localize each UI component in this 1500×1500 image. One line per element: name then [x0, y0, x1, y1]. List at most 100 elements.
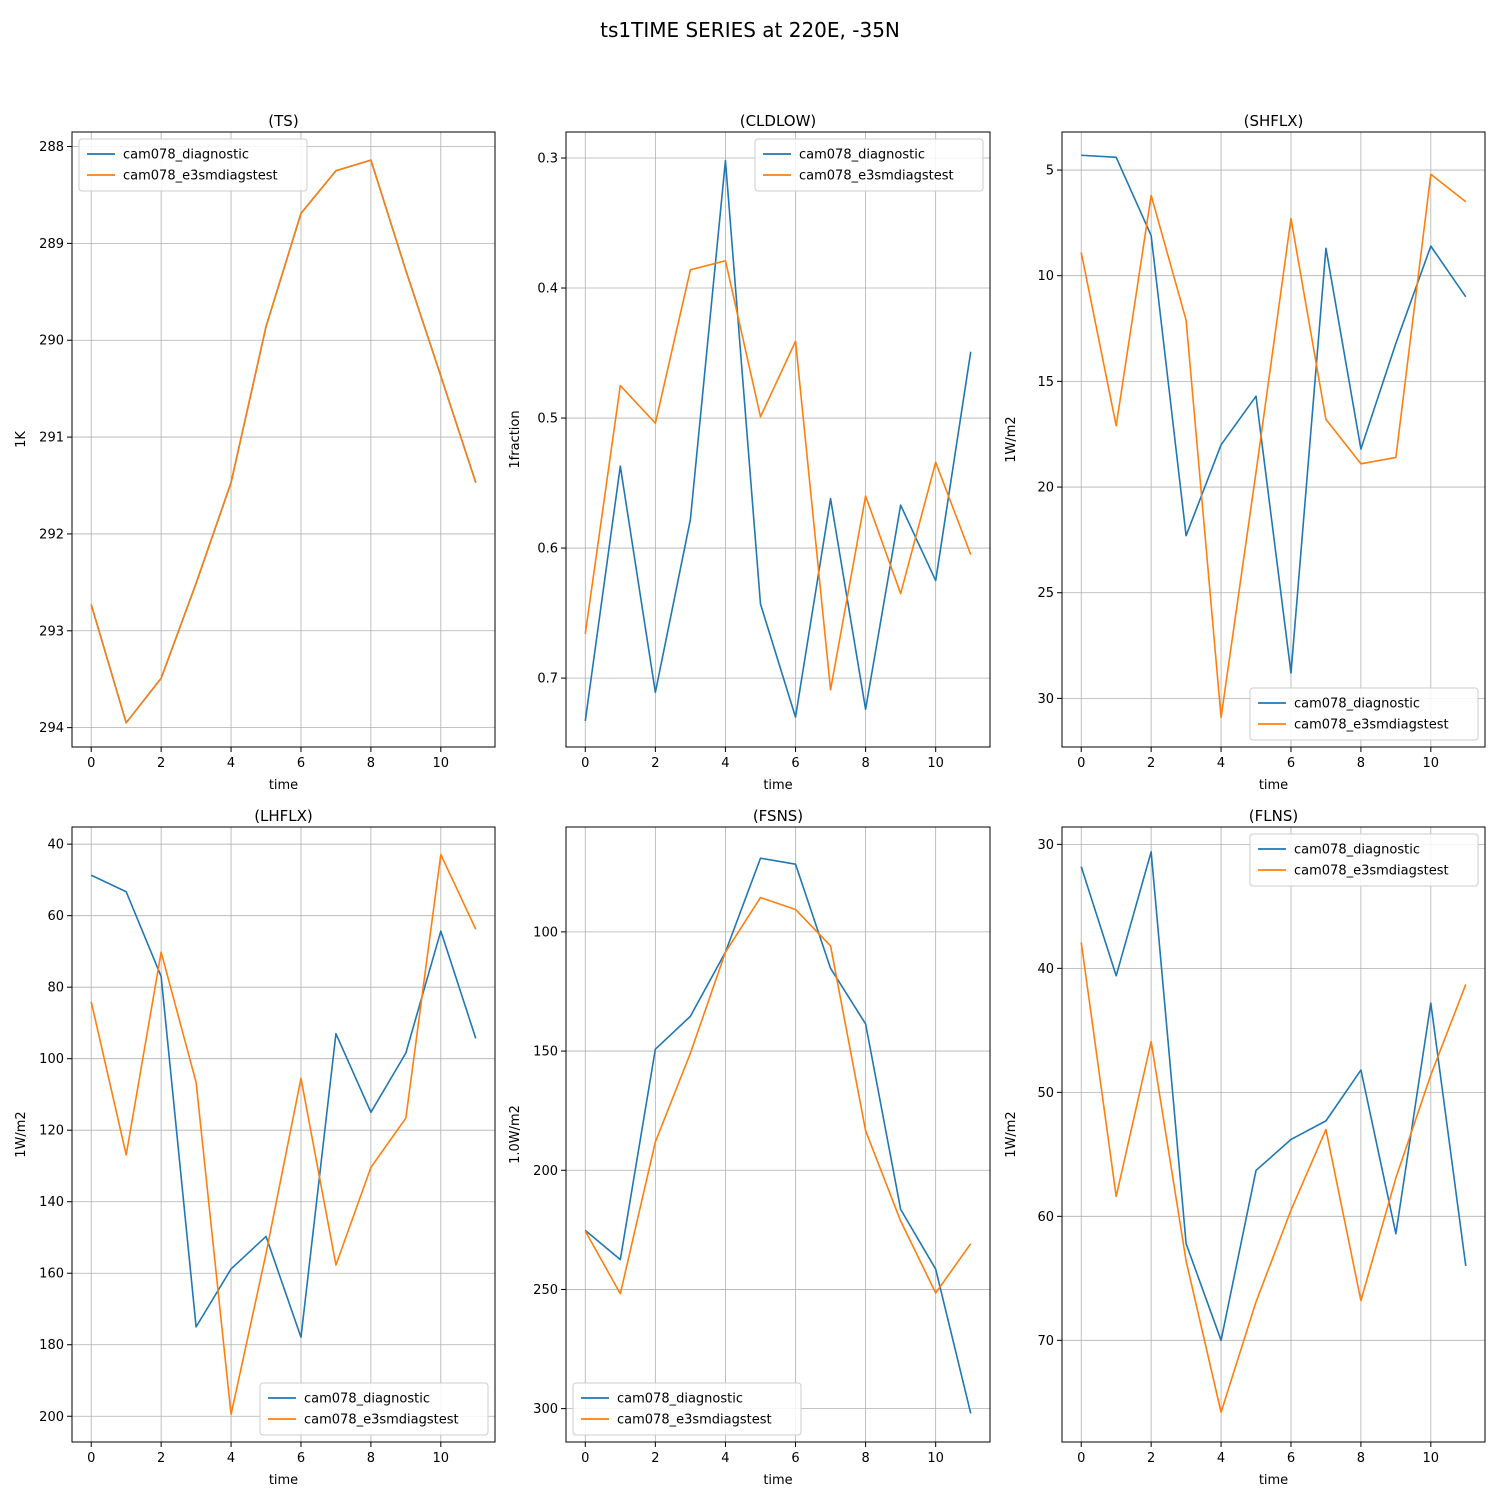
x-tick-label: 4 [721, 1451, 729, 1466]
legend: cam078_diagnostic cam078_e3smdiagstest [572, 1382, 802, 1436]
chart-title: (FSNS) [753, 807, 803, 825]
plot-frame [1061, 131, 1486, 748]
y-tick-label: 30 [1037, 838, 1054, 853]
legend-frame [1249, 833, 1479, 887]
x-tick-label: 2 [651, 1451, 659, 1466]
y-tick-label: 292 [39, 527, 64, 542]
legend-frame [754, 138, 984, 192]
legend-label: cam078_diagnostic [123, 148, 249, 163]
series-line-cam078-diagnostic [90, 874, 477, 1339]
x-tick-label: 0 [581, 1451, 589, 1466]
legend-label: cam078_diagnostic [617, 1392, 743, 1407]
y-tick-label: 150 [533, 1045, 558, 1060]
y-tick-label: 293 [39, 624, 64, 639]
plot-frame [71, 826, 496, 1443]
series-line-cam078-diagnostic [584, 857, 972, 1414]
x-tick-label: 6 [791, 1451, 799, 1466]
y-tick-label: 300 [533, 1402, 558, 1417]
y-tick-label: 60 [47, 909, 64, 924]
x-axis-label: time [269, 778, 298, 793]
x-axis-label: time [1259, 778, 1288, 793]
legend-label: cam078_diagnostic [304, 1392, 430, 1407]
x-tick-label: 4 [227, 1451, 235, 1466]
y-tick-label: 100 [39, 1052, 64, 1067]
x-tick-label: 6 [791, 756, 799, 771]
series-line-cam078-e3smdiagstest [1080, 942, 1467, 1414]
y-tick-label: 0.6 [537, 542, 558, 557]
x-tick-label: 8 [367, 756, 375, 771]
y-tick-label: 50 [1037, 1086, 1054, 1101]
chart-title: (LHFLX) [254, 807, 313, 825]
y-tick-label: 15 [1037, 375, 1054, 390]
y-tick-label: 80 [47, 981, 64, 996]
chart-cldlow: 0 2 4 6 8 10 0.3 0.4 0.5 0.6 0.7 (CLDLOW) time 1fract… [508, 112, 991, 793]
legend: cam078_diagnostic cam078_e3smdiagstest [1249, 833, 1479, 887]
y-tick-label: 140 [39, 1195, 64, 1210]
y-tick-label: 25 [1037, 586, 1054, 601]
y-tick-label: 20 [1037, 481, 1054, 496]
y-tick-label: 0.7 [537, 672, 558, 687]
chart-shflx: 0 2 4 6 8 10 5 10 15 20 25 30 (SHFLX) time 1W/m2 cam078… [1004, 112, 1486, 793]
chart-title: (TS) [268, 112, 298, 130]
y-tick-label: 0.4 [537, 282, 558, 297]
legend-label: cam078_e3smdiagstest [1294, 864, 1449, 879]
legend: cam078_diagnostic cam078_e3smdiagstest [754, 138, 984, 192]
x-tick-label: 2 [157, 756, 165, 771]
x-axis-label: time [269, 1473, 298, 1488]
chart-lhflx: 0 2 4 6 8 10 40 60 80 100 120 140 160 180 200 (LHFLX) ti… [14, 807, 496, 1488]
y-tick-label: 288 [39, 140, 64, 155]
figure-suptitle: ts1TIME SERIES at 220E, -35N [600, 18, 900, 42]
y-tick-label: 10 [1037, 269, 1054, 284]
x-tick-label: 8 [861, 1451, 869, 1466]
y-tick-label: 291 [39, 431, 64, 446]
plot-frame [71, 131, 496, 748]
x-tick-label: 6 [297, 756, 305, 771]
series-line-cam078-e3smdiagstest [90, 853, 477, 1416]
series-line-cam078-diagnostic [1081, 154, 1467, 674]
x-tick-label: 2 [1147, 756, 1155, 771]
legend-frame [78, 138, 308, 192]
y-axis-label: 1W/m2 [1004, 416, 1019, 462]
x-tick-label: 4 [1217, 756, 1225, 771]
y-tick-label: 180 [39, 1338, 64, 1353]
y-tick-label: 100 [533, 925, 558, 940]
x-tick-label: 6 [297, 1451, 305, 1466]
x-tick-label: 0 [1077, 756, 1085, 771]
chart-title: (SHFLX) [1244, 112, 1304, 130]
y-tick-label: 290 [39, 334, 64, 349]
x-tick-label: 0 [1077, 1451, 1085, 1466]
series-line-cam078-e3smdiagstest [1080, 173, 1467, 719]
series-line-cam078-diagnostic [584, 159, 972, 722]
legend-label: cam078_diagnostic [1294, 843, 1420, 858]
x-tick-label: 10 [433, 1451, 450, 1466]
legend: cam078_diagnostic cam078_e3smdiagstest [1249, 687, 1479, 741]
y-tick-label: 40 [1037, 962, 1054, 977]
legend-frame [259, 1382, 489, 1436]
legend-label: cam078_e3smdiagstest [1294, 718, 1449, 733]
y-tick-label: 5 [1046, 164, 1054, 179]
y-axis-label: 1.0W/m2 [508, 1105, 523, 1164]
y-axis-label: 1K [14, 431, 29, 448]
x-tick-label: 6 [1287, 756, 1295, 771]
x-tick-label: 2 [651, 756, 659, 771]
plot-frame [565, 131, 991, 748]
x-tick-label: 10 [927, 1451, 944, 1466]
x-tick-label: 8 [1357, 756, 1365, 771]
series-line-cam078-e3smdiagstest [584, 259, 972, 691]
x-tick-label: 4 [721, 756, 729, 771]
y-tick-label: 30 [1037, 692, 1054, 707]
y-tick-label: 60 [1037, 1210, 1054, 1225]
y-axis-label: 1fraction [508, 410, 523, 468]
series-line-cam078-diagnostic [1080, 850, 1467, 1342]
x-axis-label: time [763, 1473, 792, 1488]
chart-fsns: 0 2 4 6 8 10 100 150 200 250 300 (FSNS) time 1.0W/m2 c… [508, 807, 991, 1488]
chart-title: (CLDLOW) [740, 112, 817, 130]
x-tick-label: 2 [157, 1451, 165, 1466]
legend-label: cam078_e3smdiagstest [123, 169, 278, 184]
series-line-cam078-e3smdiagstest [90, 159, 477, 724]
x-tick-label: 0 [87, 756, 95, 771]
x-tick-label: 0 [581, 756, 589, 771]
legend-label: cam078_diagnostic [1294, 697, 1420, 712]
plot-frame [1061, 826, 1486, 1443]
